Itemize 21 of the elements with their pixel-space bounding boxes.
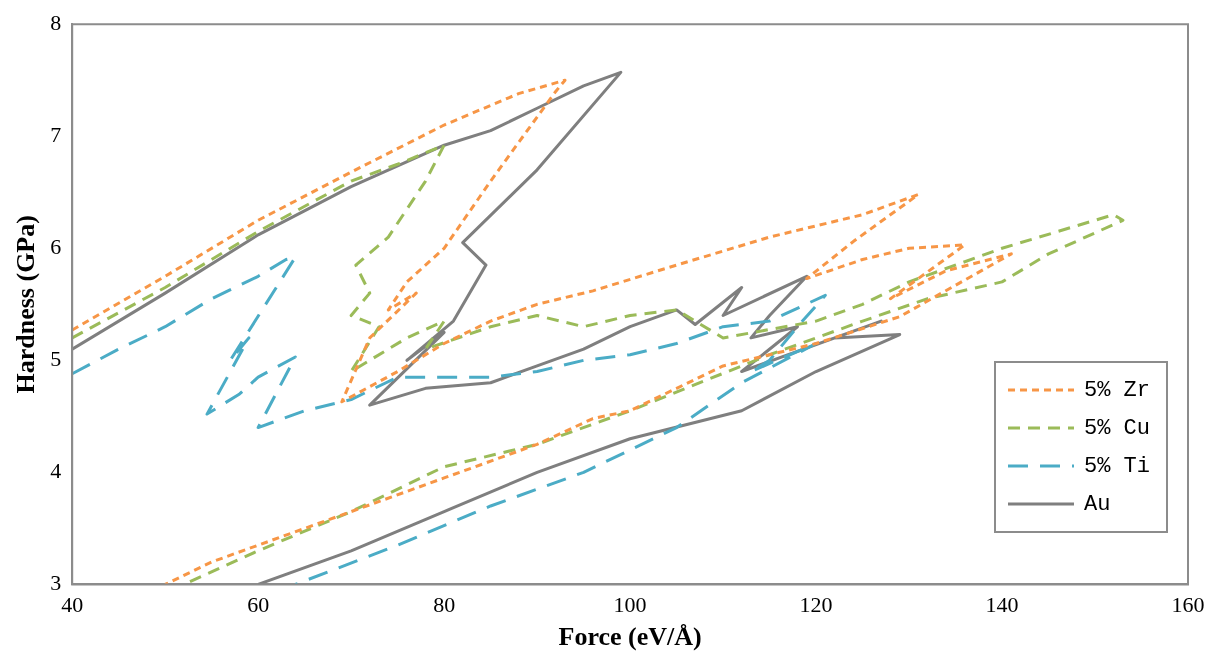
legend-label: 5% Ti	[1083, 453, 1150, 479]
y-axis-title: Hardness (GPa)	[11, 215, 41, 394]
legend-label: Au	[1083, 491, 1111, 517]
x-tick-label: 100	[613, 592, 647, 618]
x-axis-title: Force (eV/Å)	[558, 622, 702, 652]
y-tick-label: 5	[50, 346, 62, 372]
x-tick-label: 120	[799, 592, 833, 618]
legend-label: 5% Cu	[1083, 415, 1150, 441]
y-tick-label: 7	[50, 122, 62, 148]
line-series	[72, 255, 827, 585]
x-tick-label: 140	[985, 592, 1019, 618]
x-tick-label: 80	[433, 592, 456, 618]
legend-label: 5% Zr	[1083, 377, 1150, 403]
line-series	[72, 143, 1125, 585]
y-tick-label: 6	[50, 234, 62, 260]
y-tick-label: 8	[50, 9, 62, 35]
x-tick-label: 60	[247, 592, 270, 618]
x-tick-label: 160	[1171, 592, 1205, 618]
y-tick-label: 3	[50, 570, 62, 596]
y-tick-label: 4	[50, 458, 62, 484]
x-tick-label: 40	[61, 592, 84, 618]
